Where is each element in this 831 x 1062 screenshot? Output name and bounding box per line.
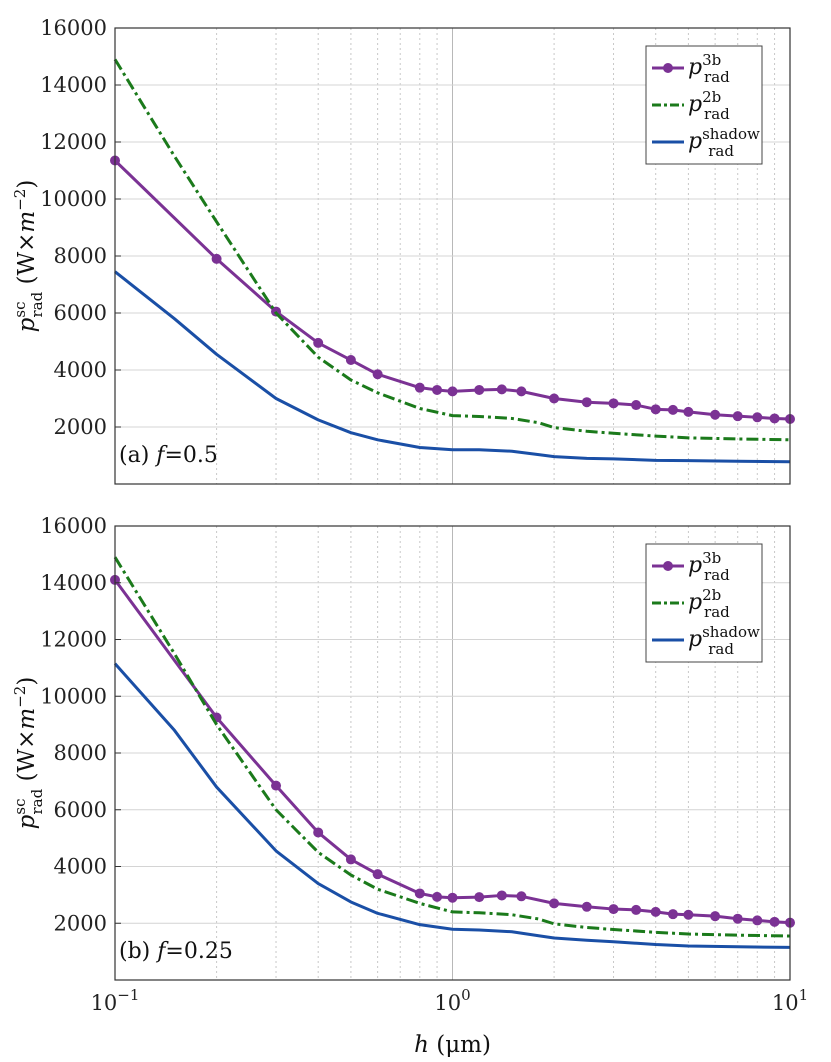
data-point (271, 780, 282, 791)
series-line-p-rad-2b (113, 58, 791, 442)
legend-label: pshadowradp_rad^shadow (688, 623, 760, 658)
data-point (474, 892, 485, 903)
y-tick-label: 14000 (40, 571, 107, 595)
legend-label: pshadowradp_rad^shadow (688, 125, 760, 160)
data-point (549, 898, 560, 909)
data-point (581, 397, 592, 408)
y-tick-label: 4000 (54, 855, 107, 879)
y-tick-label: 12000 (40, 130, 107, 154)
series-line-p-rad-2b (113, 556, 791, 938)
data-point (732, 913, 743, 924)
data-point (667, 909, 678, 920)
panel-label: (b) f=0.25 (119, 939, 233, 964)
data-point (414, 382, 425, 393)
data-point (752, 412, 763, 423)
data-point (345, 854, 356, 865)
data-point (667, 404, 678, 415)
y-tick-label: 10000 (40, 187, 107, 211)
series-line-p-rad-shadow (113, 662, 791, 949)
data-point (769, 413, 780, 424)
x-axis-title: h (μm)h (μm) (414, 1032, 491, 1058)
data-point (474, 384, 485, 395)
data-point (372, 869, 383, 880)
y-tick-label: 6000 (54, 301, 107, 325)
data-point (710, 409, 721, 420)
data-point (414, 888, 425, 899)
data-point (432, 384, 443, 395)
y-tick-label: 14000 (40, 73, 107, 97)
y-tick-label: 8000 (54, 741, 107, 765)
data-point (516, 386, 527, 397)
data-point (313, 337, 324, 348)
data-point (631, 904, 642, 915)
y-tick-label: 10000 (40, 684, 107, 708)
panel-b: 2000 4000 6000 8000 10000 12000 14000 16000 10−1… (11, 514, 808, 1058)
data-point (432, 891, 443, 902)
y-axis-title: pscrad (W×m−2)p_rad^sc (W×m^−2) (11, 180, 46, 333)
y-axis-title: pscrad (W×m−2)p_rad^sc (W×m^−2) (11, 677, 46, 830)
data-point (549, 393, 560, 404)
data-point (608, 904, 619, 915)
data-point (683, 909, 694, 920)
data-point (211, 253, 222, 264)
data-point (683, 406, 694, 417)
data-point (345, 355, 356, 366)
panel-label: (a) f=0.5 (119, 443, 218, 468)
data-point (752, 915, 763, 926)
data-point (447, 892, 458, 903)
data-point (650, 404, 661, 415)
y-tick-label: 8000 (54, 244, 107, 268)
data-point (516, 891, 527, 902)
data-point (769, 916, 780, 927)
data-point (313, 827, 324, 838)
data-point (631, 400, 642, 411)
series-line-p-rad-shadow (114, 270, 791, 464)
y-tick-label: 16000 (40, 16, 107, 40)
y-tick-label: 2000 (54, 911, 107, 935)
legend-marker (663, 561, 673, 571)
x-tick-label: 100 (434, 986, 470, 1015)
y-tick-label: 4000 (54, 358, 107, 382)
data-point (372, 369, 383, 380)
data-point (608, 398, 619, 409)
data-point (496, 384, 507, 395)
data-point (496, 890, 507, 901)
y-tick-label: 12000 (40, 628, 107, 652)
y-tick-label: 16000 (40, 514, 107, 538)
legend-marker (663, 63, 673, 73)
data-point (732, 411, 743, 422)
y-tick-label: 2000 (54, 415, 107, 439)
data-point (447, 386, 458, 397)
data-point (710, 911, 721, 922)
panel-a: 2000 4000 6000 8000 10000 12000 14000 16000 pscr… (11, 16, 795, 485)
y-tick-label: 6000 (54, 798, 107, 822)
x-tick-label: 10−1 (91, 986, 140, 1015)
data-point (650, 906, 661, 917)
x-tick-label: 101 (772, 986, 808, 1015)
data-point (581, 901, 592, 912)
